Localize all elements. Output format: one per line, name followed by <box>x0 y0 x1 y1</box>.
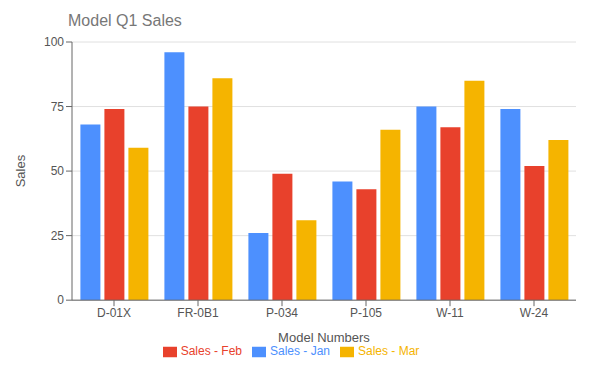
svg-text:Sales: Sales <box>13 154 28 187</box>
svg-text:Model Numbers: Model Numbers <box>278 330 370 345</box>
svg-text:100: 100 <box>44 35 64 49</box>
svg-text:P-105: P-105 <box>350 306 382 320</box>
svg-text:FR-0B1: FR-0B1 <box>177 306 219 320</box>
svg-text:P-034: P-034 <box>266 306 298 320</box>
svg-text:75: 75 <box>51 100 65 114</box>
svg-text:W-11: W-11 <box>436 306 464 320</box>
svg-text:W-24: W-24 <box>520 306 549 320</box>
svg-text:0: 0 <box>57 293 64 307</box>
html-text:Model Q1 Sales: Model Q1 Sales <box>68 12 182 29</box>
svg-text:D-01X: D-01X <box>97 306 131 320</box>
svg-text:50: 50 <box>51 164 65 178</box>
html-text:Sales - Mar: Sales - Mar <box>358 344 420 359</box>
svg-text:25: 25 <box>51 229 65 243</box>
html-text:Sales - Feb: Sales - Feb <box>180 344 242 359</box>
html-text:Sales - Jan: Sales - Jan <box>270 344 330 359</box>
